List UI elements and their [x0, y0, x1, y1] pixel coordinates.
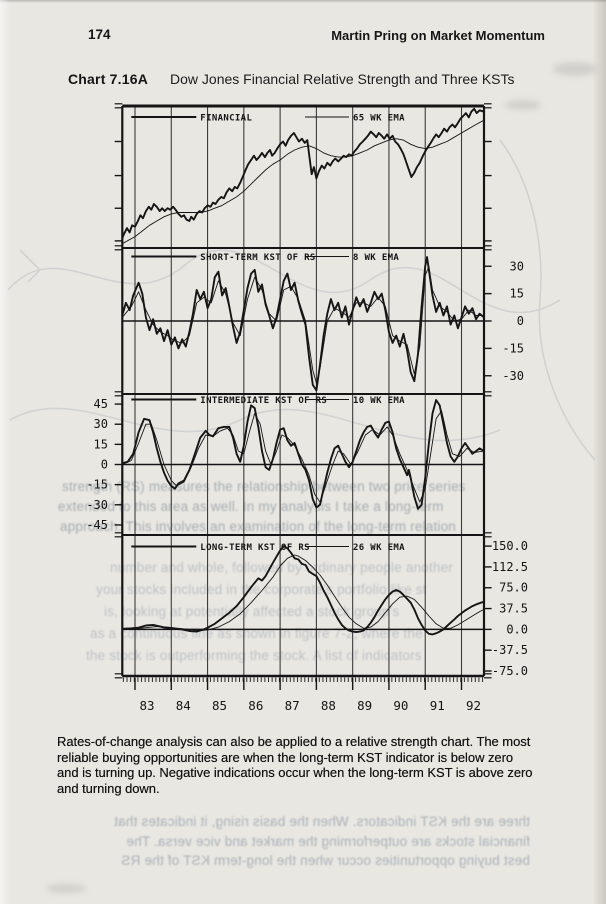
page-number: 174 [88, 27, 111, 42]
svg-text:-37.5: -37.5 [492, 643, 528, 657]
svg-text:SHORT-TERM KST OF RS: SHORT-TERM KST OF RS [200, 253, 315, 263]
svg-text:90: 90 [393, 698, 408, 713]
panel-long_term_kst-series [121, 545, 485, 636]
bleed-text-line: your stocks included in the corporate's … [96, 582, 427, 597]
svg-text:15: 15 [510, 287, 524, 301]
svg-text:88: 88 [321, 698, 336, 713]
series-financial-main [121, 107, 485, 240]
svg-text:0.0: 0.0 [506, 622, 528, 636]
scan-top-shadow [0, 0, 606, 3]
figure-title-row: Chart 7.16A Dow Jones Financial Relative … [68, 71, 515, 87]
bleed-text-line: number and whole, followed by ordinary p… [110, 560, 454, 575]
bleed-text-line: approach. This involves an examination o… [60, 519, 457, 534]
svg-text:30: 30 [510, 259, 524, 273]
running-head: Martin Pring on Market Momentum [331, 28, 545, 43]
series-financial-ema [121, 119, 485, 245]
scan-left-edge-highlight [0, 0, 10, 904]
caption-line: Rates-of-change analysis can also be app… [57, 734, 531, 749]
bleed-smudge [46, 884, 86, 893]
svg-text:10 WK EMA: 10 WK EMA [353, 396, 405, 406]
svg-text:0: 0 [101, 458, 108, 472]
svg-text:8 WK EMA: 8 WK EMA [353, 253, 399, 263]
svg-text:15: 15 [94, 437, 108, 451]
svg-text:89: 89 [357, 698, 372, 713]
series-short_term_kst-main [121, 256, 485, 392]
svg-text:30: 30 [94, 417, 108, 431]
svg-text:112.5: 112.5 [492, 560, 528, 574]
svg-text:150.0: 150.0 [492, 539, 528, 553]
svg-text:-15: -15 [86, 478, 108, 492]
svg-text:INTERMEDIATE KST OF RS: INTERMEDIATE KST OF RS [200, 396, 327, 406]
svg-text:75.0: 75.0 [499, 581, 528, 595]
bleed-curves [7, 139, 596, 461]
panel-legends: FINANCIAL 65 WK EMA SHORT-TERM KST OF RS 8 … [131, 114, 405, 553]
svg-text:0: 0 [517, 314, 524, 328]
svg-text:37.5: 37.5 [499, 602, 528, 616]
zero-lines [122, 320, 484, 631]
panel-intermediate_kst-series [121, 399, 485, 510]
svg-text:83: 83 [139, 698, 154, 713]
figure-title: Dow Jones Financial Relative Strength an… [170, 71, 515, 87]
series-long_term_kst-ema [121, 554, 485, 631]
series-intermediate_kst-main [121, 399, 485, 510]
svg-text:45: 45 [94, 397, 108, 411]
caption-line: and turning down. [57, 780, 160, 796]
svg-text:-30: -30 [86, 498, 108, 512]
svg-text:FINANCIAL: FINANCIAL [200, 114, 252, 124]
bleed-smudge [553, 62, 597, 76]
bleed-text-line: strength (RS) measures the relationship … [62, 479, 466, 494]
svg-text:65 WK EMA: 65 WK EMA [353, 114, 405, 124]
bleed-text-line: is, looking at potentially affected a st… [104, 604, 400, 619]
figure-caption: Rates-of-change analysis can also be app… [57, 734, 533, 796]
svg-text:-45: -45 [86, 518, 108, 532]
panel-financial-series [121, 107, 485, 245]
figure-label: Chart 7.16A [68, 71, 149, 87]
svg-text:LONG-TERM KST OF RS: LONG-TERM KST OF RS [200, 543, 310, 553]
series-long_term_kst-main [121, 545, 485, 636]
bleed-text-line: the stock is outperforming the stock. A … [86, 648, 422, 663]
series-intermediate_kst-ema [121, 410, 485, 503]
chart-frame [121, 104, 486, 678]
svg-text:84: 84 [176, 698, 191, 713]
svg-text:87: 87 [285, 698, 300, 713]
y-axes: 30 15 0 -15 -30 45 30 15 0 -15 -30 -45 150.0 112.5 75.… [86, 103, 528, 679]
x-axis: 83 84 85 86 87 88 89 90 91 92 [122, 677, 484, 713]
caption-line: and is turning up. Negative indications … [57, 765, 533, 781]
svg-text:-75.0: -75.0 [492, 664, 528, 678]
caption-line: reliable buying opportunities are when t… [57, 749, 514, 765]
svg-text:26 WK EMA: 26 WK EMA [353, 543, 405, 553]
svg-text:85: 85 [212, 698, 227, 713]
bleed-smudge [505, 100, 541, 110]
scan-right-edge-shadow [592, 0, 606, 904]
panel-short_term_kst-series [121, 256, 485, 392]
svg-text:91: 91 [430, 698, 445, 713]
svg-text:86: 86 [248, 698, 263, 713]
bleed-text-line: extended to this area as well. In my ana… [58, 499, 444, 514]
svg-text:-15: -15 [502, 341, 524, 355]
svg-text:-30: -30 [502, 369, 524, 383]
series-short_term_kst-ema [121, 265, 485, 384]
svg-text:92: 92 [466, 698, 481, 713]
year-gridlines [134, 106, 463, 676]
